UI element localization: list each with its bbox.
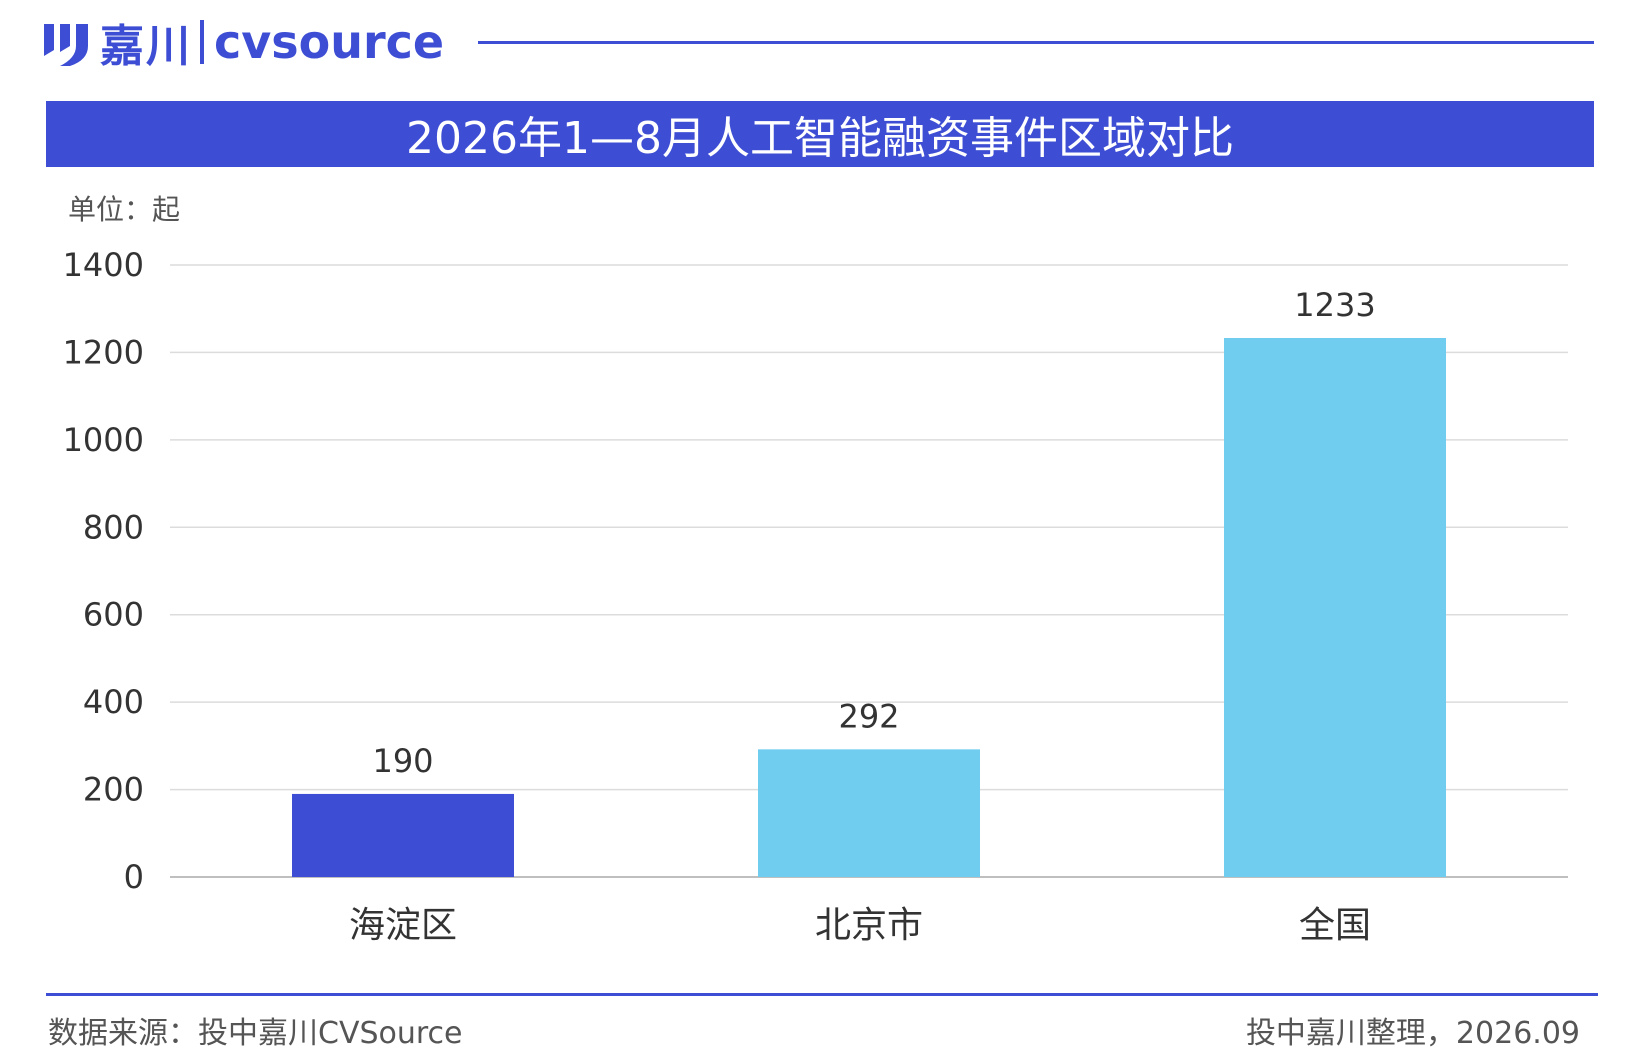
y-tick-label: 0 [124,858,144,896]
bar [1224,338,1446,877]
logo-cn-text: 嘉川 [100,21,192,72]
chart-title: 2026年1—8月人工智能融资事件区域对比 [406,113,1234,164]
credit-date: 投中嘉川整理，2026.09 [1245,1016,1580,1051]
y-tick-label: 1000 [63,421,144,459]
brand-logo: 嘉川 cvsource [40,12,444,72]
cvsource-logo-icon [44,24,88,66]
bar [292,793,514,877]
y-tick-label: 800 [83,508,144,546]
data-label: 1233 [1294,286,1375,324]
y-tick-label: 200 [83,771,144,809]
data-source: 数据来源：投中嘉川CVSource [48,1016,463,1051]
data-label: 190 [372,742,433,780]
y-tick-label: 600 [83,596,144,634]
logo-divider [200,20,204,64]
footer-rule [46,993,1598,996]
title-band: 2026年1—8月人工智能融资事件区域对比 [46,101,1594,167]
header-rule [478,41,1594,44]
x-tick-label: 全国 [1299,905,1371,946]
y-tick-label: 400 [83,683,144,721]
bar [758,749,980,877]
y-tick-label: 1400 [63,246,144,284]
x-tick-label: 海淀区 [349,905,457,946]
y-tick-label: 1200 [63,333,144,371]
data-label: 292 [838,697,899,735]
logo-en-text: cvsource [214,15,445,69]
unit-label: 单位：起 [68,193,181,226]
x-tick-label: 北京市 [815,905,923,946]
